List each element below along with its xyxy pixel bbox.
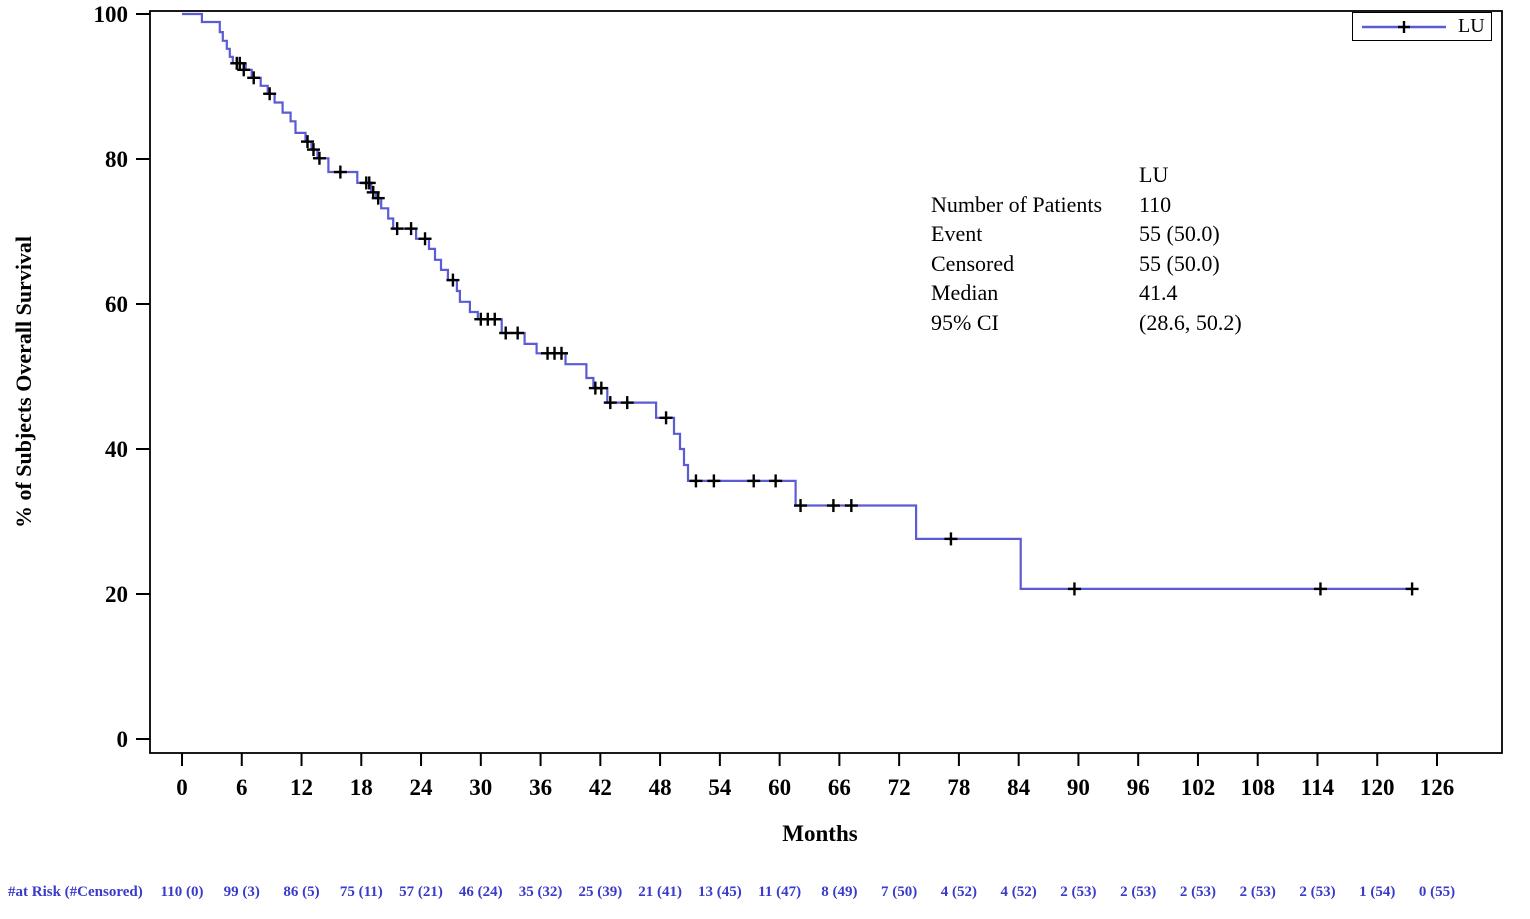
at-risk-value: 75 (11)	[339, 884, 383, 900]
x-tick-label: 72	[888, 775, 911, 800]
at-risk-value: 1 (54)	[1359, 884, 1396, 900]
x-tick-label: 48	[649, 775, 672, 800]
at-risk-value: 7 (50)	[881, 884, 918, 900]
at-risk-value: 4 (52)	[1000, 884, 1037, 900]
at-risk-value: 35 (32)	[518, 884, 563, 900]
stats-row-value: 110	[1139, 191, 1172, 217]
at-risk-value: 2 (53)	[1239, 884, 1276, 900]
legend-label: LU	[1458, 15, 1485, 37]
stats-row-value: 55 (50.0)	[1139, 250, 1220, 276]
x-tick-label: 24	[410, 775, 434, 800]
x-tick-label: 114	[1301, 775, 1335, 800]
x-tick-label: 96	[1127, 775, 1150, 800]
at-risk-value: 11 (47)	[758, 884, 802, 900]
x-tick-label: 30	[469, 775, 492, 800]
x-tick-label: 66	[828, 775, 851, 800]
y-tick-label: 40	[105, 437, 128, 462]
y-axis-title: % of Subjects Overall Survival	[11, 235, 36, 529]
plot-border	[149, 10, 1503, 754]
at-risk-value: 2 (53)	[1179, 884, 1217, 900]
legend: LU	[1352, 12, 1492, 41]
stats-row-value: (28.6, 50.2)	[1139, 309, 1242, 335]
x-tick-label: 36	[529, 775, 552, 800]
x-tick-label: 108	[1240, 775, 1275, 800]
at-risk-value: 2 (53)	[1120, 884, 1157, 900]
stats-row-value: 41.4	[1139, 280, 1178, 305]
stats-header: LU	[1139, 162, 1169, 187]
at-risk-value: 2 (53)	[1060, 884, 1097, 900]
x-tick-label: 102	[1181, 775, 1216, 800]
at-risk-value: 13 (45)	[697, 884, 742, 900]
at-risk-value: 8 (49)	[821, 884, 858, 900]
x-tick-label: 126	[1420, 775, 1455, 800]
x-tick-label: 54	[708, 775, 732, 800]
at-risk-value: 2 (53)	[1299, 884, 1336, 900]
stats-row-label: Number of Patients	[931, 191, 1103, 217]
stats-row-value: 55 (50.0)	[1139, 221, 1220, 246]
y-tick-label: 60	[105, 292, 128, 317]
x-tick-label: 18	[350, 775, 373, 800]
y-tick-label: 80	[105, 147, 128, 172]
y-tick-label: 20	[105, 582, 128, 607]
x-tick-label: 0	[176, 775, 188, 800]
y-axis-ticks: 0 20 40 60 80 100	[94, 2, 150, 752]
stats-row-label: Median	[931, 280, 999, 305]
x-tick-label: 6	[236, 775, 248, 800]
x-tick-label: 90	[1067, 775, 1090, 800]
stats-panel: LU Number of Patients 110 Event 55 (50.0…	[931, 160, 1242, 337]
stats-row-label: 95% CI	[931, 309, 999, 335]
at-risk-values-row: 110 (0) 99 (3) 86 (5) 75 (11) 57 (21) 46 (24)…	[0, 884, 1530, 906]
at-risk-value: 57 (21)	[399, 884, 443, 900]
stats-row-label: Censored	[931, 250, 1015, 276]
x-tick-label: 12	[290, 775, 313, 800]
x-tick-label: 84	[1007, 775, 1031, 800]
x-axis-ticks: 0 6 12 18 24 30 36 42 48 54 60 66 72 78 84 90 96 102 108 11…	[176, 753, 1454, 800]
x-tick-label: 42	[589, 775, 612, 800]
at-risk-value: 110 (0)	[160, 884, 204, 900]
x-tick-label: 60	[768, 775, 791, 800]
at-risk-value: 46 (24)	[458, 884, 503, 900]
y-tick-label: 0	[117, 727, 129, 752]
at-risk-value: 4 (52)	[940, 884, 978, 900]
stats-row-label: Event	[931, 221, 983, 246]
stats-header-spacer	[931, 160, 1139, 190]
y-tick-label: 100	[94, 2, 129, 27]
at-risk-row-label: #at Risk (#Censored)	[8, 884, 143, 900]
at-risk-value: 21 (41)	[638, 884, 682, 900]
at-risk-value: 0 (55)	[1418, 884, 1456, 900]
censor-marks	[230, 56, 1419, 596]
at-risk-value: 86 (5)	[283, 884, 320, 900]
x-tick-label: 120	[1360, 775, 1395, 800]
at-risk-value: 25 (39)	[578, 884, 623, 900]
at-risk-value: 99 (3)	[223, 884, 260, 900]
x-axis-title: Months	[782, 821, 858, 846]
legend-line-marker-icon	[1362, 20, 1446, 33]
x-tick-label: 78	[947, 775, 970, 800]
